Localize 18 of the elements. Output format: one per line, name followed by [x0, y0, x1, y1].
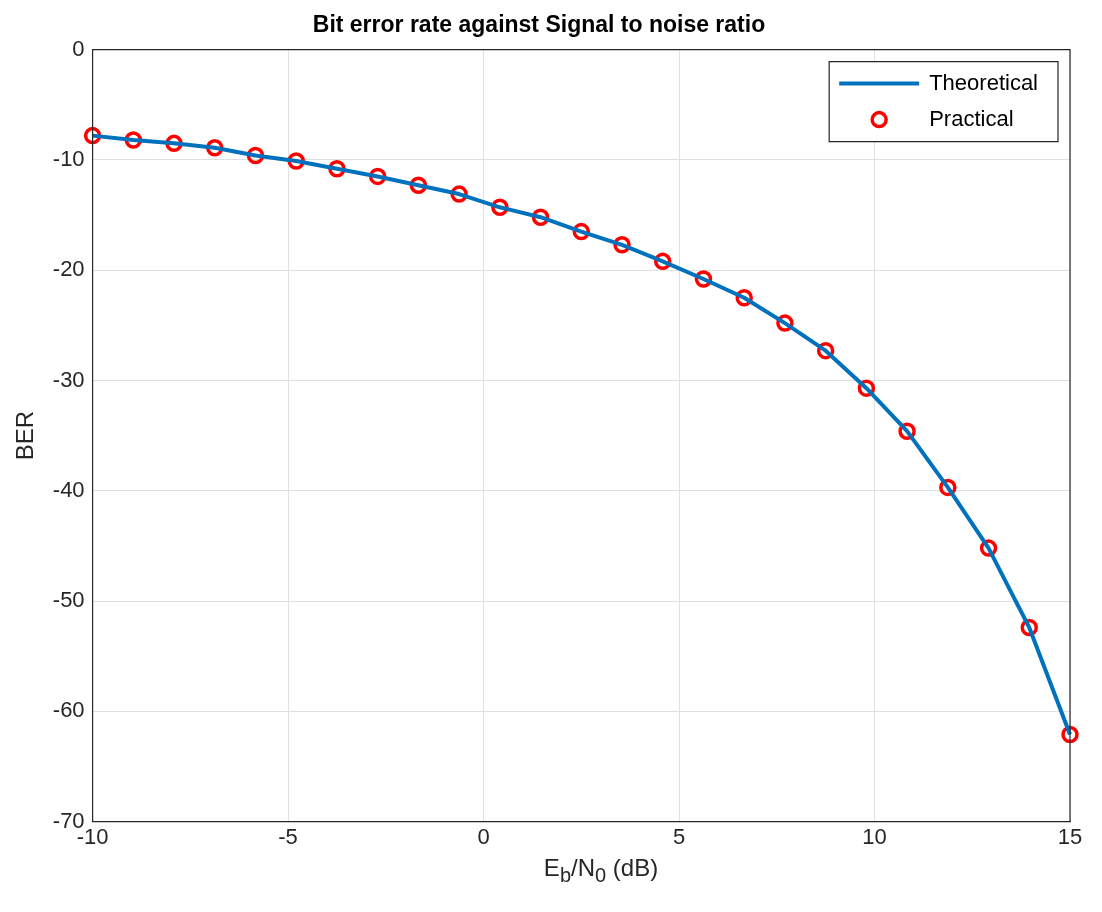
y-axis-title: BER: [11, 410, 39, 461]
x-tick-label: -5: [278, 823, 298, 849]
x-axis-title: E$_{b}$/N$_{0}$ (dB): [542, 854, 660, 887]
chart-title: Bit error rate against Signal to noise ratio: [312, 11, 766, 38]
y-tick-label: -40: [52, 476, 85, 502]
y-tick-label: -60: [52, 697, 85, 723]
y-tick-label: -20: [52, 256, 85, 282]
legend-label: Theoretical: [929, 69, 1039, 95]
y-tick-label: -10: [52, 145, 85, 171]
y-tick-label: -30: [52, 366, 85, 392]
x-tick-label: 5: [672, 823, 686, 849]
x-tick-label: 0: [477, 823, 490, 849]
x-tick-label: 15: [1057, 823, 1083, 849]
x-tick-label: 10: [862, 823, 887, 849]
legend-label: Practical: [929, 105, 1014, 131]
point: [1061, 725, 1079, 744]
y-tick-label: 0: [72, 35, 85, 61]
y-tick-label: -50: [52, 587, 85, 613]
